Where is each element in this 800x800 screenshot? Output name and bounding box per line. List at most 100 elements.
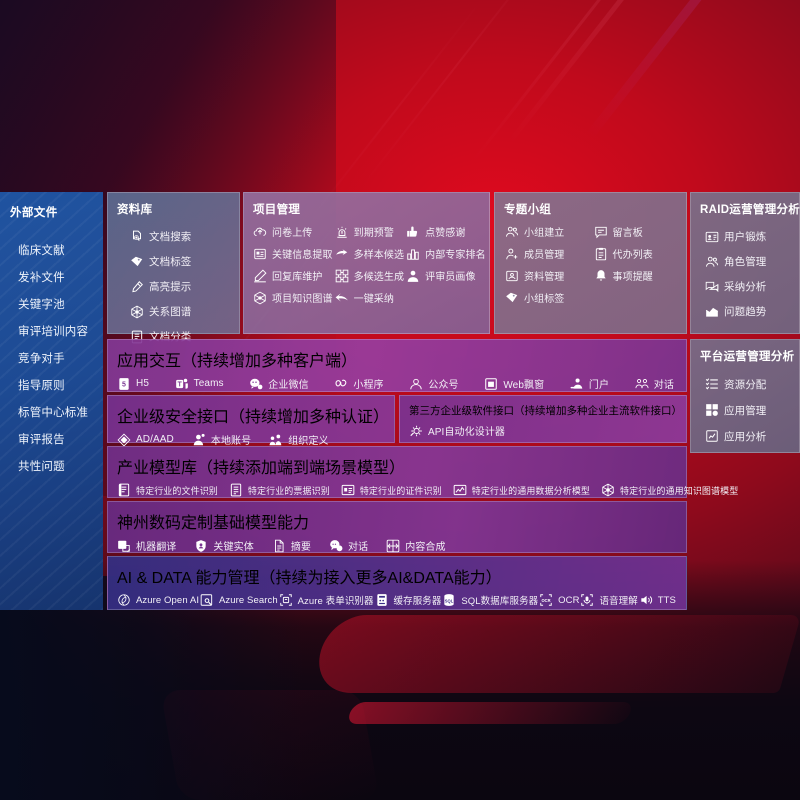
- base-item-dialog[interactable]: 对话: [329, 538, 368, 553]
- miniprogram-icon: [334, 377, 348, 391]
- aidata-item-tts[interactable]: TTS: [639, 593, 676, 607]
- library-item-highlight[interactable]: 高亮提示: [130, 274, 233, 299]
- project-item-multi-candidate-generate[interactable]: 多候选生成: [335, 268, 405, 283]
- raid-item-issue-trend[interactable]: 问题趋势: [705, 299, 793, 324]
- project-item-reviewer-portrait[interactable]: 评审员画像: [406, 268, 486, 283]
- todo-clipboard-icon: [594, 247, 608, 261]
- raid-item-user-training[interactable]: 用户锻炼: [705, 224, 793, 249]
- sidebar-item-clinical-literature[interactable]: 临床文献: [18, 244, 65, 257]
- aidata-item-label: SQL数据库服务器: [461, 596, 539, 607]
- library-item-document-search[interactable]: 文档搜索: [130, 224, 233, 249]
- project-item-label: 问卷上传: [272, 228, 313, 239]
- translate-icon: A: [117, 539, 131, 553]
- project-item-expert-ranking[interactable]: 内部专家排名: [406, 246, 486, 261]
- team-item-member-manage[interactable]: 成员管理: [505, 246, 592, 261]
- interact-item-official-account[interactable]: 公众号: [409, 376, 459, 391]
- project-item-label: 点赞感谢: [425, 228, 466, 239]
- industry-item-label: 特定行业的文件识别: [136, 485, 218, 496]
- interact-item-h5[interactable]: 5 H5: [117, 377, 149, 391]
- sidebar-item-competitors[interactable]: 竞争对手: [18, 352, 65, 365]
- app-analysis-icon: [705, 429, 719, 443]
- industry-item-file-recognition[interactable]: 特定行业的文件识别: [117, 483, 218, 497]
- aidata-item-label: TTS: [657, 594, 676, 606]
- row-security-title: 企业级安全接口（持续增加多种认证）: [117, 409, 390, 426]
- knowledge-graph-model-icon: [601, 483, 615, 497]
- sidebar-item-supplement-files[interactable]: 发补文件: [18, 271, 65, 284]
- project-item-expiry-alert[interactable]: 到期预警: [335, 224, 405, 239]
- base-item-key-entity[interactable]: 关键实体: [194, 538, 254, 553]
- library-item-label: 关系图谱: [149, 306, 192, 318]
- team-item-archive-manage[interactable]: 资料管理: [505, 268, 592, 283]
- aidata-item-cache-server[interactable]: 缓存服务器: [375, 593, 442, 607]
- project-item-key-info-extract[interactable]: 关键信息提取: [253, 246, 333, 261]
- aidata-item-speech-understanding[interactable]: 语音理解: [580, 593, 638, 607]
- knowledge-graph-icon: [253, 291, 267, 305]
- search-box-icon: [200, 593, 214, 607]
- platform-item-app-analysis[interactable]: 应用分析: [705, 423, 793, 449]
- aidata-item-azure-open-ai[interactable]: Azure Open AI: [117, 593, 199, 607]
- platform-item-app-manage[interactable]: 应用管理: [705, 397, 793, 423]
- sidebar-item-standards-center[interactable]: 标管中心标准: [18, 406, 89, 419]
- aidata-item-azure-search[interactable]: Azure Search: [200, 593, 278, 607]
- document-search-icon: [130, 230, 144, 244]
- team-item-group-tag[interactable]: 小组标签: [505, 290, 592, 305]
- interact-item-wecom[interactable]: 企业微信: [249, 376, 309, 391]
- team-item-label: 留言板: [612, 228, 643, 239]
- speech-understand-icon: [580, 593, 594, 607]
- raid-item-adoption-analysis[interactable]: 采纳分析: [705, 274, 793, 299]
- interact-item-label: 公众号: [428, 380, 459, 391]
- project-item-label: 多样本候选: [353, 250, 405, 261]
- invoice-recognition-icon: [229, 483, 243, 497]
- aidata-item-sql-database-server[interactable]: SQL SQL数据库服务器: [442, 593, 538, 607]
- interact-item-miniprogram[interactable]: 小程序: [334, 376, 384, 391]
- base-item-machine-translation[interactable]: A 机器翻译: [117, 538, 176, 553]
- interact-item-web-float-window[interactable]: Web飘窗: [484, 376, 544, 391]
- project-item-one-click-adopt[interactable]: 一键采纳: [335, 290, 405, 305]
- wecom-icon: [249, 377, 263, 391]
- sidebar-item-common-issues[interactable]: 共性问题: [18, 460, 65, 473]
- industry-item-invoice-recognition[interactable]: 特定行业的票据识别: [229, 483, 330, 497]
- industry-item-knowledge-graph-model[interactable]: 特定行业的通用知识图谱模型: [601, 483, 738, 497]
- team-item-create-group[interactable]: 小组建立: [505, 224, 592, 239]
- sidebar-item-keyword-pool[interactable]: 关键字池: [18, 298, 65, 311]
- interact-item-portal[interactable]: 门户: [570, 376, 609, 391]
- security-item-local-account[interactable]: 本地账号: [192, 432, 251, 447]
- security-item-ad-aad[interactable]: AD/AAD: [117, 433, 174, 447]
- sidebar-item-guidelines[interactable]: 指导原则: [18, 379, 65, 392]
- industry-item-data-analysis-model[interactable]: 特定行业的通用数据分析模型: [453, 483, 590, 497]
- library-item-label: 文档标签: [149, 256, 192, 268]
- base-item-summary[interactable]: 摘要: [272, 538, 311, 553]
- file-recognition-icon: [117, 483, 131, 497]
- svg-text:5: 5: [122, 381, 126, 388]
- project-item-knowledge-graph[interactable]: 项目知识图谱: [253, 290, 333, 305]
- project-item-label: 项目知识图谱: [272, 294, 333, 305]
- project-item-label: 一键采纳: [353, 294, 395, 305]
- project-item-like-thanks[interactable]: 点赞感谢: [406, 224, 486, 239]
- industry-item-id-card-recognition[interactable]: 特定行业的证件识别: [341, 483, 442, 497]
- sidebar-item-review-report[interactable]: 审评报告: [18, 433, 65, 446]
- team-item-reminder[interactable]: 事项提醒: [594, 268, 681, 283]
- thirdparty-item-api-designer[interactable]: API自动化设计器: [409, 423, 505, 438]
- row-app-interaction: 应用交互（持续增加多种客户端） 5 H5 Teams 企业微信 小程序 公众号: [107, 339, 687, 392]
- raid-item-role-manage[interactable]: 角色管理: [705, 249, 793, 274]
- project-item-questionnaire-upload[interactable]: 问卷上传: [253, 224, 333, 239]
- library-item-label: 文档搜索: [149, 231, 192, 243]
- team-item-message-board[interactable]: 留言板: [594, 224, 681, 239]
- svg-text:SQL: SQL: [445, 598, 454, 603]
- id-card-recognition-icon: [341, 483, 355, 497]
- team-item-todo-list[interactable]: 代办列表: [594, 246, 681, 261]
- interact-item-dialog[interactable]: 对话: [635, 376, 674, 391]
- project-item-multi-sample-candidate[interactable]: 多样本候选: [335, 246, 405, 261]
- project-item-reply-library[interactable]: 回复库维护: [253, 268, 333, 283]
- interact-item-teams[interactable]: Teams: [175, 377, 224, 391]
- library-item-relation-graph[interactable]: 关系图谱: [130, 299, 233, 324]
- aidata-item-form-recognizer[interactable]: Azure 表单识别器: [279, 593, 374, 607]
- library-item-document-tag[interactable]: 文档标签: [130, 249, 233, 274]
- project-item-label: 内部专家排名: [425, 250, 486, 261]
- platform-item-resource-allocation[interactable]: 资源分配: [705, 371, 793, 397]
- aidata-item-ocr[interactable]: OCR OCR: [539, 593, 579, 607]
- local-account-icon: [192, 433, 206, 447]
- sidebar-item-review-training[interactable]: 审评培训内容: [18, 325, 89, 338]
- base-item-content-synthesis[interactable]: 内容合成: [386, 538, 446, 553]
- security-item-organization[interactable]: 组织定义: [269, 432, 329, 447]
